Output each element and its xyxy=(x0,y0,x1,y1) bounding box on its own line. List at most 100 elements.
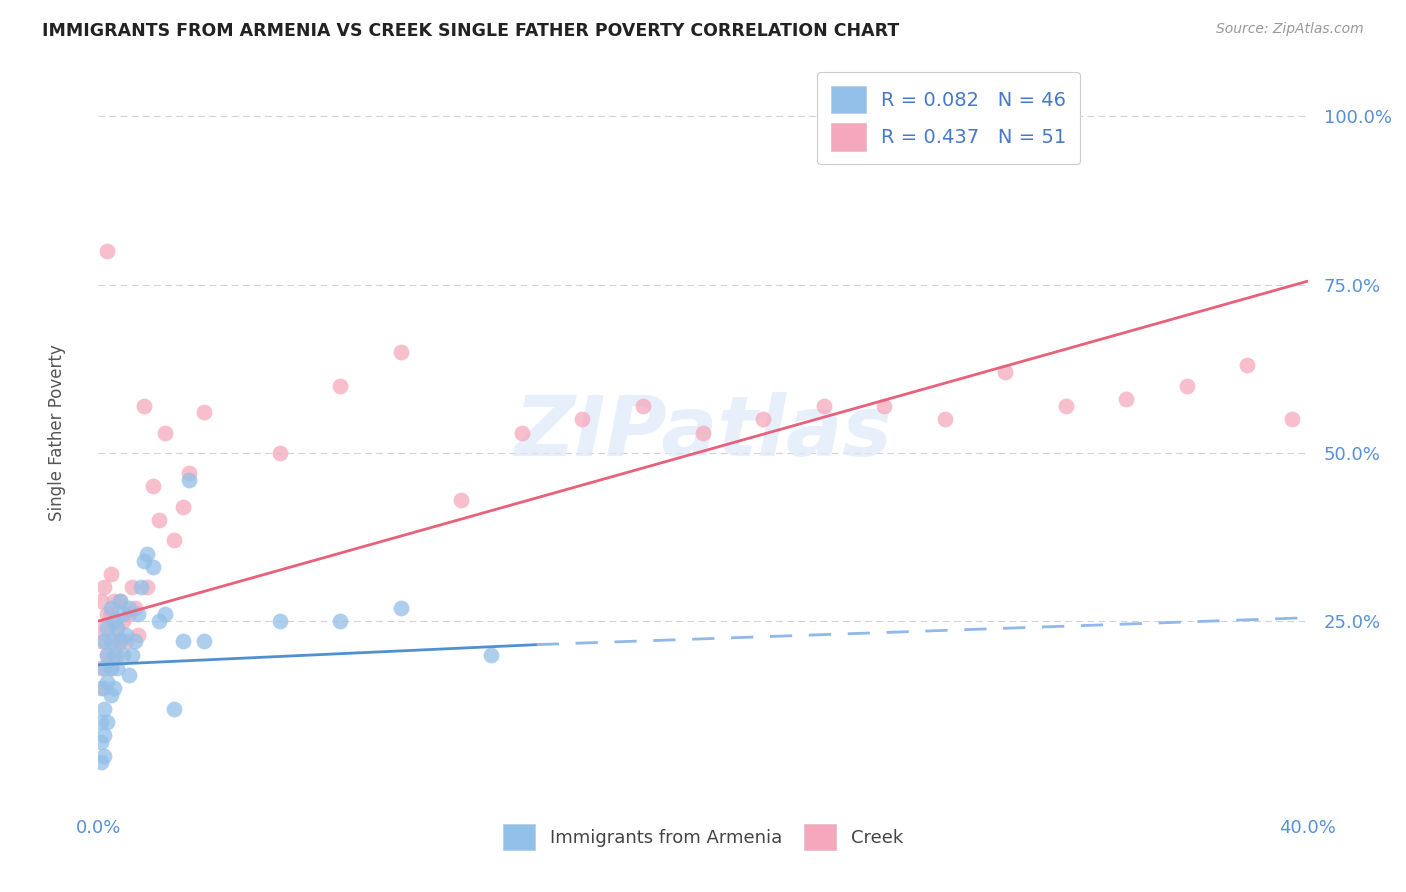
Point xyxy=(105,648,128,662)
Point xyxy=(118,668,141,682)
Point xyxy=(105,621,128,635)
Point xyxy=(172,634,194,648)
Point xyxy=(142,479,165,493)
Point xyxy=(108,594,131,608)
Point xyxy=(132,553,155,567)
Point xyxy=(105,621,128,635)
Point xyxy=(163,701,186,715)
Point xyxy=(90,714,112,729)
Point xyxy=(103,614,125,628)
Point xyxy=(389,344,412,359)
Point xyxy=(124,634,146,648)
Point xyxy=(103,594,125,608)
Point xyxy=(93,581,115,595)
Point xyxy=(103,681,125,696)
Point xyxy=(100,607,122,622)
Point xyxy=(108,634,131,648)
Point xyxy=(813,399,835,413)
Point xyxy=(692,425,714,440)
Point xyxy=(118,607,141,622)
Point xyxy=(111,614,134,628)
Point xyxy=(481,648,503,662)
Point xyxy=(1236,359,1258,373)
Point xyxy=(96,714,118,729)
Point xyxy=(114,627,136,641)
Point xyxy=(90,756,112,770)
Point xyxy=(752,412,775,426)
Point xyxy=(269,614,291,628)
Point xyxy=(93,661,115,675)
Point xyxy=(1115,392,1137,406)
Point xyxy=(450,492,472,507)
Point xyxy=(1175,378,1198,392)
Point xyxy=(163,533,186,548)
Point xyxy=(96,244,118,258)
Point xyxy=(142,560,165,574)
Point xyxy=(135,581,157,595)
Point xyxy=(114,634,136,648)
Y-axis label: Single Father Poverty: Single Father Poverty xyxy=(48,344,66,521)
Point xyxy=(96,648,118,662)
Text: ZIPatlas: ZIPatlas xyxy=(515,392,891,473)
Point xyxy=(93,681,115,696)
Point xyxy=(179,466,201,480)
Point xyxy=(100,661,122,675)
Point xyxy=(631,399,654,413)
Point xyxy=(127,627,149,641)
Point xyxy=(124,600,146,615)
Point xyxy=(118,600,141,615)
Point xyxy=(510,425,533,440)
Text: Source: ZipAtlas.com: Source: ZipAtlas.com xyxy=(1216,22,1364,37)
Point xyxy=(934,412,956,426)
Point xyxy=(571,412,593,426)
Point xyxy=(105,661,128,675)
Point xyxy=(108,634,131,648)
Point xyxy=(96,674,118,689)
Point xyxy=(90,594,112,608)
Point xyxy=(111,648,134,662)
Point xyxy=(148,513,170,527)
Point xyxy=(121,648,143,662)
Point xyxy=(96,607,118,622)
Point xyxy=(93,701,115,715)
Point xyxy=(103,634,125,648)
Point xyxy=(389,600,412,615)
Point xyxy=(1281,412,1303,426)
Point xyxy=(90,681,112,696)
Text: IMMIGRANTS FROM ARMENIA VS CREEK SINGLE FATHER POVERTY CORRELATION CHART: IMMIGRANTS FROM ARMENIA VS CREEK SINGLE … xyxy=(42,22,900,40)
Point xyxy=(100,688,122,702)
Point xyxy=(1054,399,1077,413)
Point xyxy=(994,365,1017,379)
Point xyxy=(90,634,112,648)
Point xyxy=(90,735,112,749)
Point xyxy=(179,473,201,487)
Point xyxy=(329,614,352,628)
Point xyxy=(111,607,134,622)
Point xyxy=(100,566,122,581)
Point xyxy=(100,661,122,675)
Point xyxy=(132,399,155,413)
Point xyxy=(873,399,896,413)
Point xyxy=(90,661,112,675)
Point xyxy=(193,405,215,419)
Point xyxy=(329,378,352,392)
Point xyxy=(108,594,131,608)
Legend: Immigrants from Armenia, Creek: Immigrants from Armenia, Creek xyxy=(492,814,914,861)
Point xyxy=(96,621,118,635)
Point xyxy=(100,634,122,648)
Point xyxy=(93,621,115,635)
Point xyxy=(93,729,115,743)
Point xyxy=(193,634,215,648)
Point xyxy=(269,446,291,460)
Point xyxy=(103,648,125,662)
Point xyxy=(172,500,194,514)
Point xyxy=(148,614,170,628)
Point xyxy=(135,547,157,561)
Point xyxy=(127,607,149,622)
Point xyxy=(96,648,118,662)
Point xyxy=(100,600,122,615)
Point xyxy=(153,425,176,440)
Point xyxy=(129,581,152,595)
Point xyxy=(93,634,115,648)
Point xyxy=(93,748,115,763)
